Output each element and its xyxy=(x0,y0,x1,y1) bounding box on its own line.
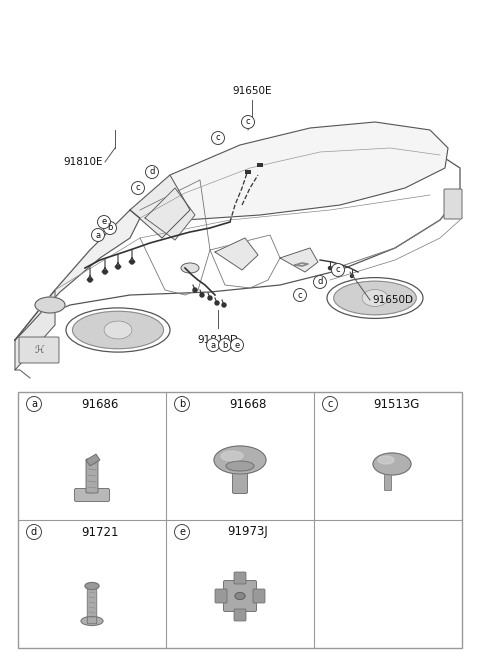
Ellipse shape xyxy=(221,451,243,461)
Polygon shape xyxy=(215,238,258,270)
Text: 91810D: 91810D xyxy=(197,335,239,345)
Circle shape xyxy=(26,525,41,539)
Circle shape xyxy=(206,338,219,352)
Polygon shape xyxy=(280,248,318,272)
FancyBboxPatch shape xyxy=(234,609,246,621)
Text: b: b xyxy=(222,340,228,350)
Circle shape xyxy=(92,228,105,241)
Text: b: b xyxy=(179,399,185,409)
FancyBboxPatch shape xyxy=(215,589,227,603)
Circle shape xyxy=(222,303,226,307)
Circle shape xyxy=(132,182,144,194)
Text: c: c xyxy=(336,266,340,274)
Text: d: d xyxy=(31,527,37,537)
Text: c: c xyxy=(327,399,333,409)
Circle shape xyxy=(350,274,353,277)
Text: a: a xyxy=(96,230,101,239)
Text: 91668: 91668 xyxy=(229,398,267,411)
Ellipse shape xyxy=(378,456,394,464)
Circle shape xyxy=(193,288,197,292)
FancyBboxPatch shape xyxy=(86,459,98,493)
Circle shape xyxy=(332,264,345,276)
Ellipse shape xyxy=(214,446,266,474)
Polygon shape xyxy=(145,188,195,240)
Text: b: b xyxy=(108,224,113,232)
Text: d: d xyxy=(149,167,155,176)
Text: 91650E: 91650E xyxy=(232,86,272,96)
Ellipse shape xyxy=(327,277,423,318)
Ellipse shape xyxy=(66,308,170,352)
FancyBboxPatch shape xyxy=(245,170,251,174)
Polygon shape xyxy=(130,175,190,238)
Text: a: a xyxy=(210,340,216,350)
FancyBboxPatch shape xyxy=(234,572,246,584)
Ellipse shape xyxy=(181,263,199,273)
FancyBboxPatch shape xyxy=(74,489,109,501)
Text: c: c xyxy=(298,291,302,300)
Ellipse shape xyxy=(362,289,388,306)
Circle shape xyxy=(218,338,231,352)
Circle shape xyxy=(212,131,225,144)
Ellipse shape xyxy=(373,453,411,475)
Polygon shape xyxy=(86,454,100,466)
Circle shape xyxy=(175,396,190,411)
Ellipse shape xyxy=(334,281,416,315)
Circle shape xyxy=(26,396,41,411)
Ellipse shape xyxy=(104,321,132,339)
Text: c: c xyxy=(246,117,250,127)
Ellipse shape xyxy=(81,617,103,626)
FancyBboxPatch shape xyxy=(19,337,59,363)
Text: 91650D: 91650D xyxy=(372,295,413,305)
Circle shape xyxy=(328,266,332,270)
Ellipse shape xyxy=(226,461,254,471)
Circle shape xyxy=(241,115,254,129)
Circle shape xyxy=(103,270,107,274)
Circle shape xyxy=(97,216,110,228)
Text: e: e xyxy=(234,340,240,350)
Polygon shape xyxy=(15,148,460,340)
Circle shape xyxy=(200,293,204,297)
Polygon shape xyxy=(130,122,448,220)
Circle shape xyxy=(145,165,158,178)
Text: a: a xyxy=(31,399,37,409)
Text: 91810E: 91810E xyxy=(63,157,103,167)
Text: 91973J: 91973J xyxy=(228,525,268,539)
Text: 91686: 91686 xyxy=(81,398,119,411)
Circle shape xyxy=(88,278,92,282)
Circle shape xyxy=(175,525,190,539)
FancyBboxPatch shape xyxy=(444,189,462,219)
Text: d: d xyxy=(317,277,323,287)
Text: 91721: 91721 xyxy=(81,525,119,539)
Ellipse shape xyxy=(35,297,65,313)
Circle shape xyxy=(340,270,344,272)
Text: e: e xyxy=(101,218,107,226)
FancyBboxPatch shape xyxy=(384,472,392,491)
Ellipse shape xyxy=(235,592,245,600)
Text: e: e xyxy=(179,527,185,537)
Circle shape xyxy=(215,301,219,305)
Text: c: c xyxy=(136,184,140,192)
Polygon shape xyxy=(15,210,140,340)
FancyBboxPatch shape xyxy=(232,468,248,493)
Circle shape xyxy=(323,396,337,411)
Text: 91513G: 91513G xyxy=(373,398,419,411)
Ellipse shape xyxy=(85,583,99,590)
FancyBboxPatch shape xyxy=(18,392,462,648)
Circle shape xyxy=(116,265,120,269)
FancyBboxPatch shape xyxy=(87,587,97,624)
Circle shape xyxy=(230,338,243,352)
Polygon shape xyxy=(15,290,55,370)
Circle shape xyxy=(130,260,134,264)
Text: c: c xyxy=(216,134,220,142)
FancyBboxPatch shape xyxy=(253,589,265,603)
FancyBboxPatch shape xyxy=(257,163,263,167)
Circle shape xyxy=(313,276,326,289)
Ellipse shape xyxy=(72,312,164,349)
Circle shape xyxy=(104,222,117,234)
Circle shape xyxy=(208,296,212,300)
FancyBboxPatch shape xyxy=(224,581,256,611)
Circle shape xyxy=(293,289,307,302)
Text: ℋ: ℋ xyxy=(34,345,44,355)
